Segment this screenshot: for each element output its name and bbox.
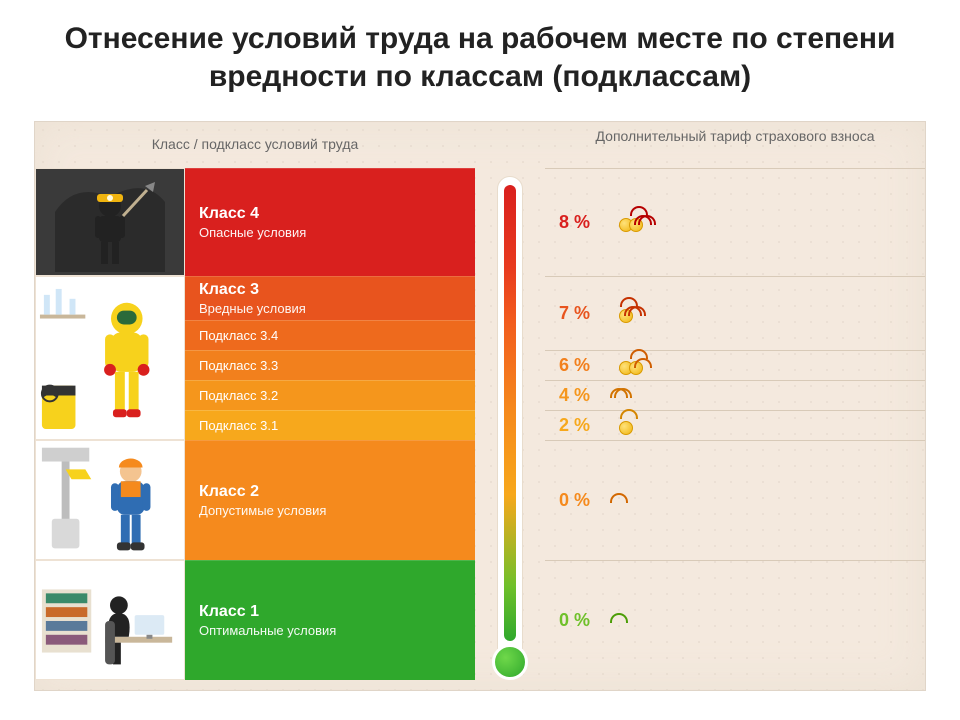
class-1-desc: Оптимальные условия xyxy=(199,623,461,638)
page-title: Отнесение условий труда на рабочем месте… xyxy=(0,0,960,111)
subclass-3-2: Подкласс 3.2 xyxy=(185,380,475,410)
class-2-desc: Допустимые условия xyxy=(199,503,461,518)
purse-group xyxy=(619,305,911,323)
tariff-row-0: 8 % xyxy=(545,168,925,276)
subclass-3-4: Подкласс 3.4 xyxy=(185,320,475,350)
tariff-pct: 6 % xyxy=(559,355,619,376)
class-3-desc: Вредные условия xyxy=(199,301,461,316)
class-1-illustration xyxy=(35,560,185,680)
thermometer-track xyxy=(497,176,523,672)
thermometer-column xyxy=(475,122,545,690)
class-2-label: Класс 2 Допустимые условия xyxy=(185,440,475,560)
tariff-row-6: 0 % xyxy=(545,560,925,680)
classes-column: Класс / подкласс условий труда xyxy=(35,122,475,690)
tariff-rows: 8 % 7 % 6 % xyxy=(545,168,925,690)
purse-icon xyxy=(619,417,629,435)
subclass-3-1: Подкласс 3.1 xyxy=(185,410,475,440)
tariff-row-1: 7 % xyxy=(545,276,925,350)
classes-header: Класс / подкласс условий труда xyxy=(35,122,475,168)
class-3-label: Класс 3 Вредные условия xyxy=(185,276,475,320)
purse-group xyxy=(619,214,911,232)
class-4-desc: Опасные условия xyxy=(199,225,461,240)
class-1-row: Класс 1 Оптимальные условия xyxy=(35,560,475,680)
tariff-row-3: 4 % xyxy=(545,380,925,410)
thermometer-bulb xyxy=(492,644,528,680)
tariff-header: Дополнительный тариф страхового взноса xyxy=(545,122,925,168)
class-3-row: Класс 3 Вредные условия Подкласс 3.4 Под… xyxy=(35,276,475,440)
tariff-pct: 2 % xyxy=(559,415,619,436)
tariff-row-4: 2 % xyxy=(545,410,925,440)
class-3-illustration xyxy=(35,276,185,440)
tariff-row-5: 0 % xyxy=(545,440,925,560)
class-2-illustration xyxy=(35,440,185,560)
class-2-title: Класс 2 xyxy=(199,483,461,501)
purse-group xyxy=(619,417,911,435)
class-3-title: Класс 3 xyxy=(199,281,461,299)
class-1-title: Класс 1 xyxy=(199,603,461,621)
tariff-row-2: 6 % xyxy=(545,350,925,380)
class-2-row: Класс 2 Допустимые условия xyxy=(35,440,475,560)
class-4-row: Класс 4 Опасные условия xyxy=(35,168,475,276)
infographic-panel: Класс / подкласс условий труда xyxy=(34,121,926,691)
class-4-title: Класс 4 xyxy=(199,205,461,223)
subclass-3-3: Подкласс 3.3 xyxy=(185,350,475,380)
coin-icon xyxy=(619,421,633,435)
class-4-label: Класс 4 Опасные условия xyxy=(185,168,475,276)
tariff-column: Дополнительный тариф страхового взноса 8… xyxy=(545,122,925,690)
tariff-pct: 8 % xyxy=(559,212,619,233)
purse-group xyxy=(619,357,911,375)
class-1-label: Класс 1 Оптимальные условия xyxy=(185,560,475,680)
thermometer-fill xyxy=(504,185,516,641)
class-4-illustration xyxy=(35,168,185,276)
tariff-pct: 7 % xyxy=(559,303,619,324)
